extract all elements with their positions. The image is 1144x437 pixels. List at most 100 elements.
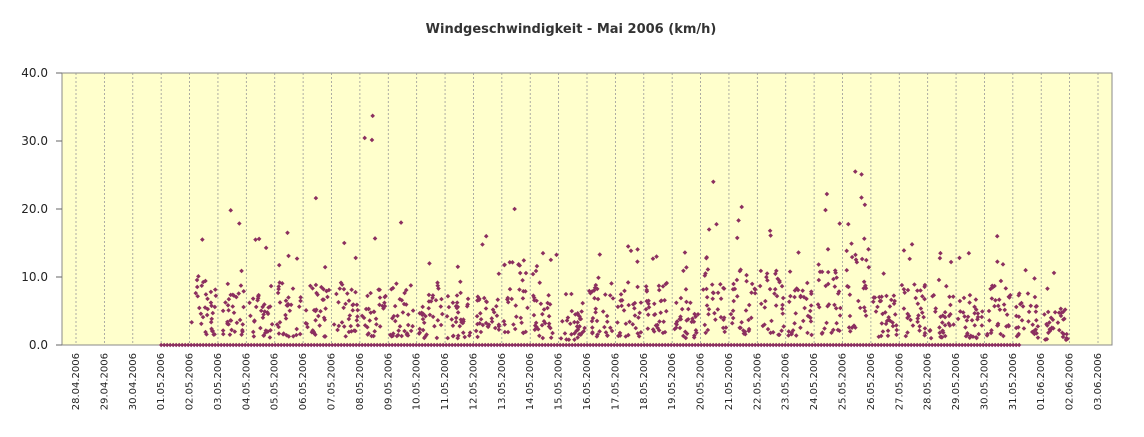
data-point — [417, 330, 423, 335]
data-point — [454, 300, 460, 305]
data-point — [341, 286, 347, 292]
data-point — [179, 342, 185, 348]
data-point — [891, 301, 897, 306]
data-point — [1028, 303, 1034, 309]
data-point — [893, 342, 899, 348]
data-point — [812, 342, 818, 348]
data-point — [523, 329, 529, 335]
data-point — [773, 271, 778, 277]
data-point — [188, 342, 194, 348]
data-point — [237, 317, 243, 323]
data-point — [475, 334, 480, 340]
data-point — [946, 321, 952, 326]
data-point — [450, 300, 456, 306]
data-point — [876, 334, 882, 340]
data-point — [746, 302, 752, 308]
data-point — [937, 325, 942, 330]
data-point — [728, 311, 734, 317]
data-point — [199, 283, 205, 288]
data-point — [883, 321, 889, 327]
x-tick-label: 09.05.2006 — [383, 353, 394, 410]
x-tick-label: 30.05.2006 — [979, 353, 990, 410]
data-point — [263, 342, 269, 348]
data-point — [659, 298, 664, 303]
data-point — [224, 342, 230, 348]
data-point — [232, 329, 238, 334]
data-point — [830, 342, 836, 348]
data-point — [446, 342, 452, 348]
data-point — [785, 342, 791, 348]
data-point — [793, 333, 799, 338]
data-point — [645, 326, 651, 331]
data-point — [962, 314, 967, 319]
data-point — [769, 318, 774, 324]
data-point — [917, 324, 922, 329]
data-point — [170, 342, 176, 348]
data-point — [520, 277, 525, 283]
data-point — [875, 342, 881, 348]
data-point — [550, 330, 555, 336]
data-point — [884, 342, 890, 348]
data-point — [581, 329, 586, 334]
data-point — [731, 281, 736, 287]
data-point — [615, 320, 620, 325]
data-point — [221, 342, 227, 348]
data-point — [938, 334, 943, 340]
data-point — [1047, 320, 1052, 325]
data-point — [537, 333, 542, 339]
data-point — [394, 281, 399, 286]
data-point — [638, 300, 644, 305]
data-point — [453, 315, 459, 321]
data-point — [972, 323, 978, 328]
data-point — [848, 342, 854, 348]
data-point — [625, 280, 631, 285]
data-point — [704, 294, 710, 300]
data-point — [397, 324, 403, 329]
data-point — [693, 328, 699, 333]
data-point — [953, 342, 959, 348]
data-point — [746, 317, 751, 323]
data-point — [885, 328, 891, 334]
data-point — [203, 342, 209, 348]
data-point — [728, 342, 734, 348]
data-point — [722, 329, 728, 335]
data-point — [428, 342, 434, 348]
data-point — [636, 315, 641, 320]
data-point-max — [512, 206, 517, 212]
data-point — [449, 317, 455, 322]
data-point — [685, 316, 691, 322]
data-point — [866, 264, 872, 270]
data-point — [880, 311, 885, 317]
data-point — [857, 305, 863, 311]
x-tick-label: 26.05.2006 — [866, 353, 877, 410]
data-point — [604, 333, 610, 338]
data-point — [276, 284, 282, 289]
data-point — [907, 256, 912, 262]
data-point — [540, 335, 546, 341]
data-point — [164, 342, 170, 348]
data-point — [554, 342, 560, 348]
data-point — [970, 334, 976, 339]
data-point — [489, 319, 495, 324]
data-point-max — [285, 230, 290, 236]
x-tick-label: 29.05.2006 — [951, 353, 962, 410]
data-point — [644, 298, 650, 304]
data-point — [572, 337, 577, 342]
data-point — [609, 281, 614, 286]
data-point — [377, 342, 383, 348]
data-point — [997, 307, 1003, 312]
data-point — [393, 318, 398, 324]
data-point-max — [1023, 267, 1028, 273]
data-point — [431, 342, 437, 348]
data-point — [657, 319, 662, 324]
data-point — [589, 318, 595, 324]
data-point — [967, 292, 973, 298]
y-tick-label: 0.0 — [29, 338, 48, 352]
data-point — [656, 328, 662, 333]
data-point — [940, 313, 946, 318]
x-tick-label: 17.05.2006 — [610, 353, 621, 410]
data-point — [236, 342, 242, 348]
data-point — [464, 342, 470, 348]
data-point — [314, 290, 319, 296]
data-point — [913, 295, 919, 301]
